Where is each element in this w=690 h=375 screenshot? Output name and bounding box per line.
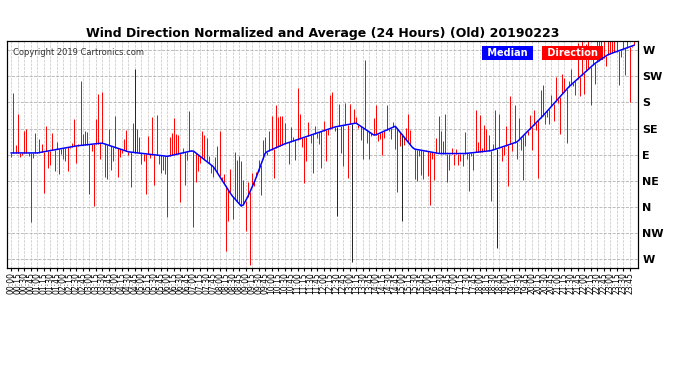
Text: Direction: Direction <box>544 48 601 58</box>
Text: Median: Median <box>484 48 531 58</box>
Text: Copyright 2019 Cartronics.com: Copyright 2019 Cartronics.com <box>13 48 144 57</box>
Title: Wind Direction Normalized and Average (24 Hours) (Old) 20190223: Wind Direction Normalized and Average (2… <box>86 27 560 40</box>
